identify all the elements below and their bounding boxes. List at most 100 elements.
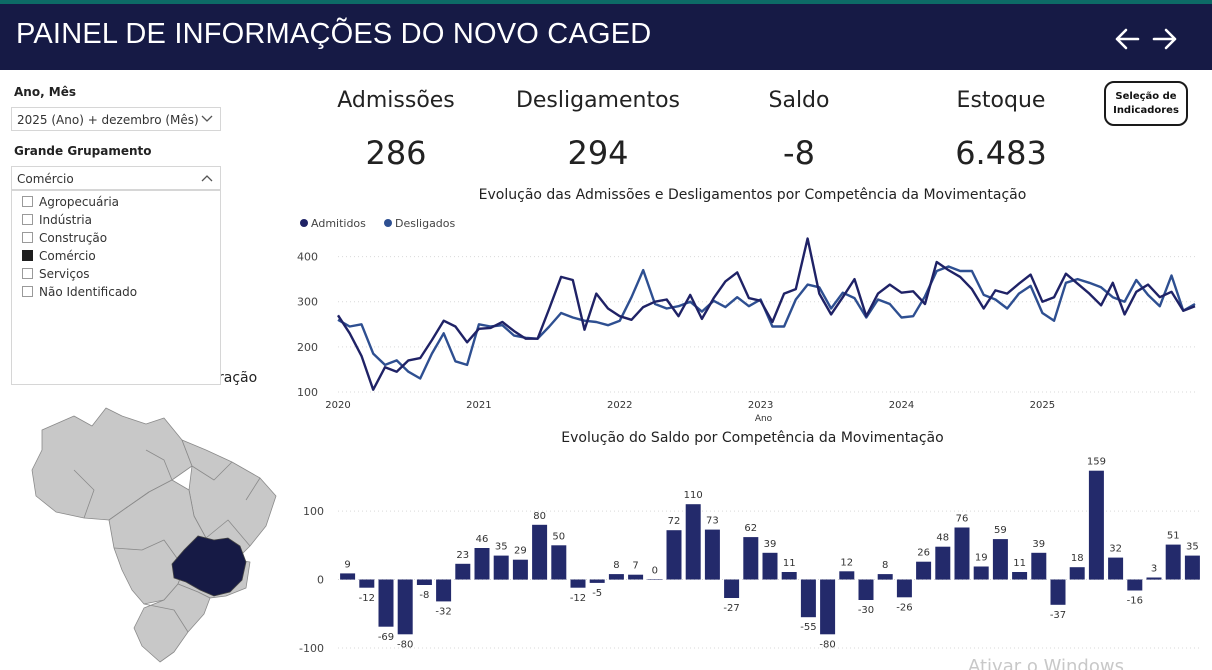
kpi-estoque-label: Estoque	[956, 88, 1046, 113]
bar-data-label: 29	[514, 546, 527, 557]
bar-data-label: 11	[783, 558, 796, 569]
arrow-left-icon[interactable]	[1112, 24, 1142, 54]
bar	[551, 545, 567, 580]
bar-data-label: -30	[858, 605, 874, 616]
legend-marker	[300, 219, 308, 227]
bar	[340, 573, 356, 580]
brazil-map[interactable]	[14, 400, 284, 666]
group-select[interactable]: Comércio	[11, 166, 221, 190]
bar	[436, 579, 452, 602]
bar-data-label: 23	[456, 550, 469, 561]
kpi-admissoes-value: 286	[365, 134, 427, 172]
checkbox[interactable]	[22, 214, 33, 225]
option-comercio[interactable]: Comércio	[22, 249, 96, 265]
period-select-value: 2025 (Ano) + dezembro (Mês)	[17, 113, 199, 127]
bar	[1012, 572, 1028, 580]
period-label: Ano, Mês	[14, 85, 77, 99]
line-x-tick-label: 2024	[889, 400, 914, 411]
bar	[743, 537, 759, 580]
bar	[781, 572, 797, 580]
bar-data-label: 12	[840, 557, 853, 568]
legend-label: Desligados	[395, 217, 456, 230]
map-highlight-minas-gerais	[171, 535, 247, 597]
bar-data-label: 3	[1151, 564, 1157, 575]
option-agropecuaria[interactable]: Agropecuária	[22, 195, 119, 211]
top-accent-line	[0, 0, 1212, 4]
bar	[1146, 577, 1162, 580]
bar-data-label: 35	[1186, 542, 1199, 553]
bar-data-label: 8	[882, 560, 888, 571]
bar	[954, 527, 970, 580]
bar-data-label: -69	[378, 632, 394, 643]
checkbox[interactable]	[22, 268, 33, 279]
bar	[724, 579, 740, 598]
line-x-tick-label: 2025	[1030, 400, 1055, 411]
header-bar: PAINEL DE INFORMAÇÕES DO NOVO CAGED	[0, 4, 1212, 70]
bar-y-tick-label: 0	[317, 574, 324, 587]
bar-data-label: 26	[917, 548, 930, 559]
bar	[1184, 555, 1200, 580]
bar-data-label: -12	[359, 593, 375, 604]
arrow-right-icon[interactable]	[1150, 24, 1180, 54]
bar-data-label: 19	[975, 553, 988, 564]
bar	[416, 579, 432, 585]
button-line-1: Seleção de	[1115, 91, 1177, 102]
bar-data-label: -26	[896, 602, 912, 613]
option-construcao[interactable]: Construção	[22, 231, 107, 247]
line-y-tick-label: 400	[297, 251, 318, 264]
group-options-list: Agropecuária Indústria Construção Comérc…	[11, 190, 221, 385]
chevron-up-icon	[201, 175, 213, 182]
group-select-value: Comércio	[17, 172, 74, 186]
bar	[628, 574, 644, 580]
option-nao-identificado[interactable]: Não Identificado	[22, 285, 137, 301]
line-y-tick-label: 200	[297, 341, 318, 354]
checkbox-checked[interactable]	[22, 250, 33, 261]
series-line-admitidos	[336, 237, 1196, 391]
bar-data-label: -16	[1127, 596, 1143, 607]
line-x-tick-label: 2023	[748, 400, 773, 411]
checkbox[interactable]	[22, 196, 33, 207]
bar	[916, 561, 932, 580]
option-industria[interactable]: Indústria	[22, 213, 92, 229]
bar	[1031, 552, 1047, 580]
checkbox[interactable]	[22, 232, 33, 243]
bar-data-label: 72	[668, 516, 681, 527]
bar-data-label: 9	[344, 559, 350, 570]
group-label: Grande Grupamento	[14, 144, 152, 158]
bar	[1165, 544, 1181, 580]
bar	[570, 579, 586, 588]
filters-panel: Ano, Mês 2025 (Ano) + dezembro (Mês) Gra…	[0, 74, 290, 385]
bar-data-label: 32	[1109, 544, 1122, 555]
bar-y-tick-label: -100	[299, 642, 324, 655]
kpi-saldo-label: Saldo	[768, 88, 830, 113]
indicator-selection-button[interactable]: Seleção de Indicadores	[1104, 81, 1188, 126]
checkbox[interactable]	[22, 286, 33, 297]
button-line-2: Indicadores	[1113, 105, 1179, 116]
bar-data-label: 0	[652, 566, 658, 577]
bar	[359, 579, 375, 588]
period-select[interactable]: 2025 (Ano) + dezembro (Mês)	[11, 107, 221, 131]
bar	[512, 559, 528, 580]
option-label: Não Identificado	[39, 285, 138, 299]
bar	[877, 574, 893, 580]
bar-data-label: 46	[476, 534, 489, 545]
bar-data-label: 18	[1071, 553, 1084, 564]
bar	[455, 563, 471, 580]
bar	[1069, 567, 1085, 580]
bar	[896, 579, 912, 598]
bar-data-label: -27	[723, 603, 739, 614]
option-label: Indústria	[39, 213, 92, 227]
bar-data-label: 59	[994, 525, 1007, 536]
bar-data-label: 73	[706, 516, 719, 527]
bar	[1127, 579, 1143, 591]
bar-data-label: -80	[819, 639, 835, 650]
bar	[820, 579, 836, 635]
kpi-admissoes-label: Admissões	[337, 88, 455, 113]
bar	[858, 579, 874, 600]
option-servicos[interactable]: Serviços	[22, 267, 90, 283]
bar	[935, 546, 951, 580]
bar	[800, 579, 816, 618]
page-title: PAINEL DE INFORMAÇÕES DO NOVO CAGED	[16, 18, 652, 50]
bar	[1108, 557, 1124, 580]
